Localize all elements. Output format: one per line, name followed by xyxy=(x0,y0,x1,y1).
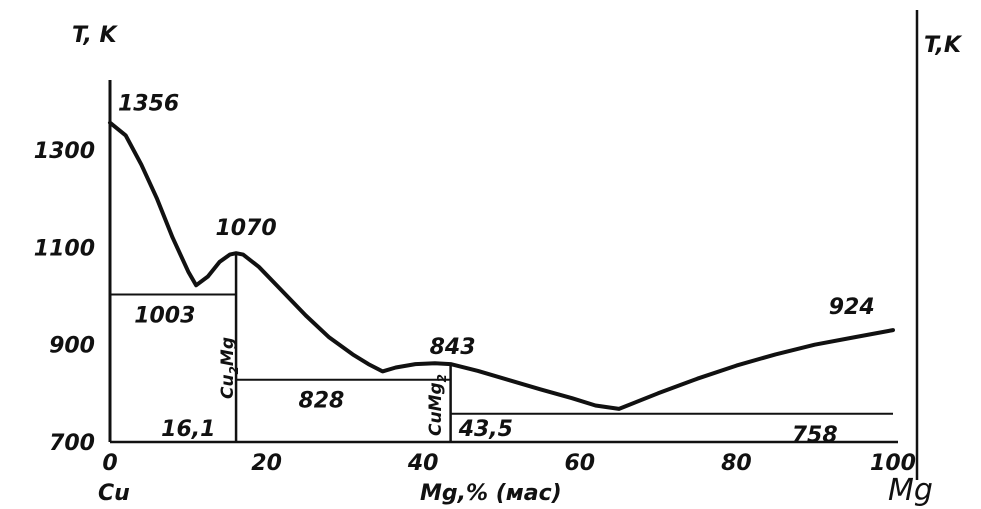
annotation-cu_mp: 1356 xyxy=(118,92,179,117)
compound-lines xyxy=(234,253,452,442)
x-left-element-label: Cu xyxy=(98,481,130,506)
x-tick-label: 60 xyxy=(564,451,595,476)
annotation-eut1: 1003 xyxy=(134,304,195,329)
x-axis-title: Mg,% (мас) xyxy=(420,481,562,506)
y-axis-title-right: T,K xyxy=(924,33,963,58)
compound-label-cu2mg: Cu2Mg xyxy=(218,337,241,399)
y-tick-label: 900 xyxy=(49,334,95,359)
annotation-cmp2_comp: 43,5 xyxy=(458,417,513,442)
x-tick-label: 40 xyxy=(407,451,439,476)
x-tick-label: 100 xyxy=(870,451,916,476)
annotation-cmp1_comp: 16,1 xyxy=(161,417,215,442)
y-tick-label: 1300 xyxy=(34,139,95,164)
y-axis-title-left: T, K xyxy=(72,23,118,48)
annotation-mg_mp: 924 xyxy=(829,295,875,320)
liquidus-curve xyxy=(108,120,895,411)
annotation-cmp1_mp: 1070 xyxy=(215,216,276,241)
annotation-cmp2_mp: 843 xyxy=(430,335,476,360)
compound-label-cumg2: CuMg2 xyxy=(426,374,449,436)
x-tick-label: 0 xyxy=(102,451,117,476)
y-tick-label: 700 xyxy=(49,431,95,456)
eutectic-lines xyxy=(110,293,893,415)
x-right-element-label: Mg xyxy=(888,473,933,508)
temperature-annotations: 1356 1003 1070 828 843 924 758 16,1 43,5 xyxy=(118,92,875,448)
x-tick-label: 20 xyxy=(251,451,282,476)
annotation-eut3: 758 xyxy=(792,423,838,448)
x-tick-labels: 0 20 40 60 80 100 xyxy=(102,451,916,476)
y-tick-labels: 700 900 1100 1300 xyxy=(34,139,95,456)
annotation-eut2: 828 xyxy=(298,389,344,414)
x-tick-label: 80 xyxy=(721,451,752,476)
y-tick-label: 1100 xyxy=(34,236,95,261)
